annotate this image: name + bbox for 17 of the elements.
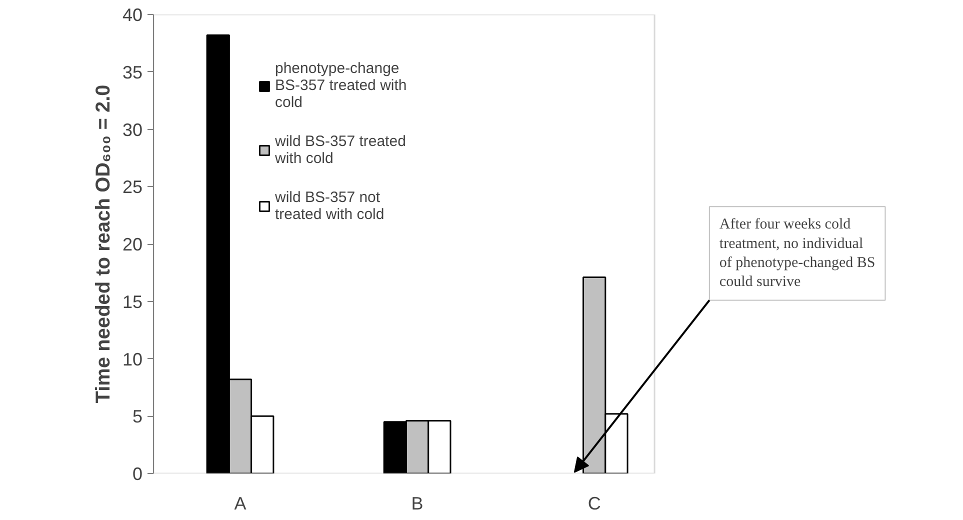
x-tick-label: A (234, 494, 246, 514)
x-tick-label: C (588, 494, 601, 514)
y-tick-label: 25 (122, 177, 143, 198)
y-tick-label: 30 (122, 120, 143, 140)
y-tick-label: 15 (122, 292, 143, 312)
y-tick-label: 40 (122, 5, 143, 25)
y-axis-title: Time needed to reach OD₆₀₀ = 2.0 (92, 84, 114, 404)
y-tick-label: 0 (132, 464, 143, 484)
text: After four weeks cold treatment, no individual of phenotype-changed BS could survive (719, 216, 876, 290)
legend-label: wild BS-357 treated with cold (275, 133, 406, 167)
y-tick-label: 20 (122, 234, 143, 254)
y-tick-label: 10 (122, 349, 143, 370)
legend-label: phenotype-change BS-357 treated with cold (275, 60, 407, 111)
y-tick-label: 5 (132, 406, 143, 427)
legend-label: wild BS-357 not treated with cold (275, 189, 384, 223)
x-tick-label: B (411, 494, 424, 514)
y-tick-label: 35 (122, 62, 143, 82)
